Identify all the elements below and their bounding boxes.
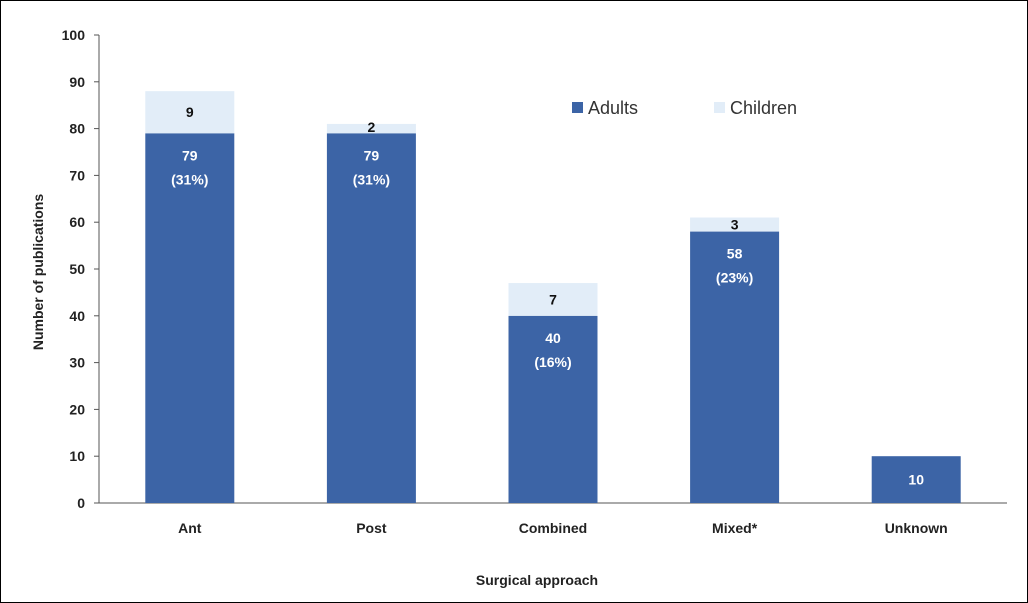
data-label-adults-percent: (31%) — [171, 171, 208, 187]
y-tick-label: 20 — [69, 401, 85, 417]
data-label-adults-percent: (23%) — [716, 270, 753, 286]
y-tick-label: 30 — [69, 355, 85, 371]
bar-children — [145, 91, 235, 134]
y-tick-label: 40 — [69, 308, 85, 324]
legend: Adults Children — [572, 98, 797, 118]
data-label-adults: 40 — [545, 330, 561, 346]
x-tick-label: Mixed* — [712, 520, 758, 536]
data-label-children: 2 — [368, 119, 376, 135]
y-tick-label: 100 — [62, 27, 86, 43]
legend-label: Children — [730, 98, 797, 118]
bar-adults — [690, 231, 780, 503]
x-tick-label: Combined — [519, 520, 587, 536]
bars — [145, 91, 961, 503]
legend-label: Adults — [588, 98, 638, 118]
data-label-adults: 58 — [727, 246, 743, 262]
bar-adults — [326, 133, 416, 503]
y-axis-title: Number of publications — [30, 194, 46, 351]
bar-children — [508, 283, 598, 316]
y-tick-label: 60 — [69, 214, 85, 230]
axes: 0 10 20 30 40 50 60 70 80 90 100 Ant Post Combined Mix… — [62, 27, 1007, 536]
data-label-children: 9 — [186, 104, 194, 120]
y-tick-label: 10 — [69, 448, 85, 464]
y-tick-label: 80 — [69, 121, 85, 137]
legend-swatch — [572, 102, 583, 113]
x-axis-title: Surgical approach — [476, 572, 598, 588]
legend-swatch — [714, 102, 725, 113]
y-tick-label: 0 — [77, 495, 85, 511]
data-label-children: 3 — [731, 217, 739, 233]
y-tick-label: 50 — [69, 261, 85, 277]
x-tick-label: Ant — [178, 520, 202, 536]
x-tick-label: Post — [356, 520, 387, 536]
data-label-adults-percent: (16%) — [534, 354, 571, 370]
bar-adults — [871, 456, 961, 503]
y-tick-label: 90 — [69, 74, 85, 90]
y-tick-label: 70 — [69, 167, 85, 183]
data-label-children: 7 — [549, 291, 557, 307]
bar-adults — [508, 315, 598, 503]
x-tick-label: Unknown — [885, 520, 948, 536]
data-label-adults: 79 — [364, 147, 380, 163]
bar-children — [690, 217, 780, 232]
data-label-adults: 79 — [182, 147, 198, 163]
bar-adults — [145, 133, 235, 503]
data-label-adults: 10 — [908, 472, 924, 488]
data-label-adults-percent: (31%) — [353, 171, 390, 187]
bar-children — [326, 123, 416, 134]
data-labels: 9 79 (31%) 2 79 (31%) 7 40 (16%) 3 58 (23%) 10 — [171, 104, 924, 487]
